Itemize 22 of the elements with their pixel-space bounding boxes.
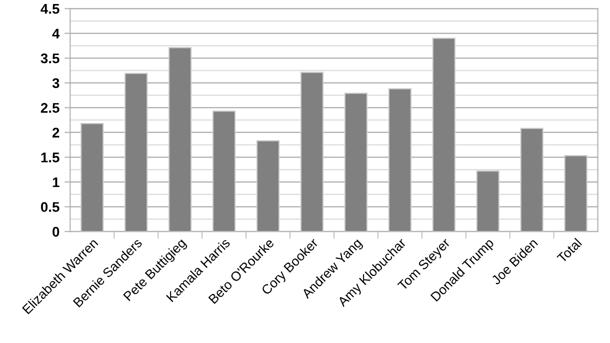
bar bbox=[124, 72, 148, 232]
bar bbox=[80, 122, 104, 232]
y-tick-label: 3 bbox=[52, 78, 60, 88]
y-tick-label: 0.5 bbox=[40, 202, 60, 212]
bar bbox=[300, 72, 324, 232]
y-tick-label: 4.5 bbox=[40, 4, 60, 14]
y-tick-label: 1.5 bbox=[41, 152, 60, 162]
y-tick-label: 3.5 bbox=[40, 53, 60, 64]
bar bbox=[388, 88, 412, 232]
bar bbox=[168, 47, 192, 232]
bar bbox=[344, 92, 368, 232]
bar bbox=[432, 38, 456, 232]
y-tick-label: 4 bbox=[52, 28, 60, 38]
bar bbox=[256, 140, 280, 232]
y-tick-label: 2 bbox=[52, 128, 60, 138]
y-tick-label: 0 bbox=[52, 226, 60, 237]
bar bbox=[476, 170, 500, 232]
bar bbox=[564, 155, 588, 232]
bar bbox=[212, 110, 236, 232]
y-tick-label: 1 bbox=[52, 177, 60, 188]
bar bbox=[520, 128, 544, 232]
y-tick-label: 2.5 bbox=[40, 103, 60, 113]
